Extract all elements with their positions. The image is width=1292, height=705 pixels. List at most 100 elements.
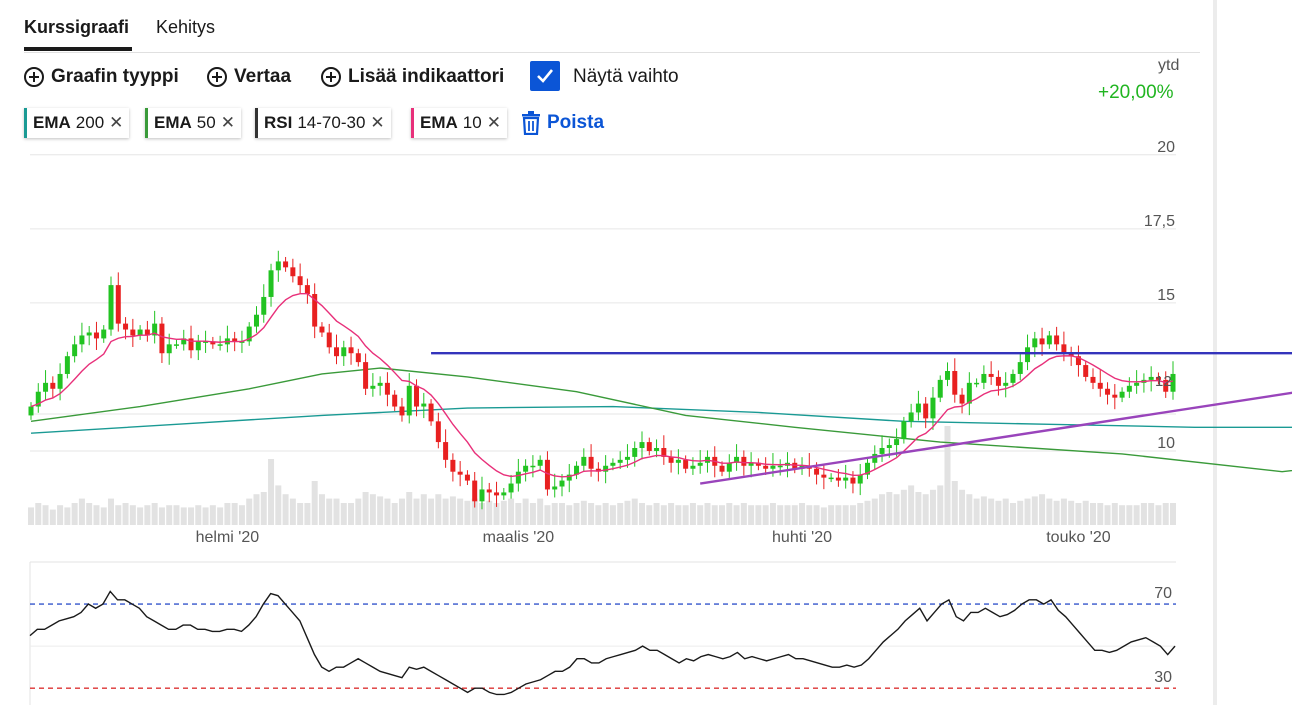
volume-bar [231, 503, 238, 525]
candle-body [261, 296, 267, 315]
candle-body [690, 465, 696, 469]
performance-period: ytd [1158, 57, 1180, 74]
tab-kurssigraafi[interactable]: Kurssigraafi [24, 17, 130, 37]
volume-bar [784, 505, 791, 525]
candle-body [959, 394, 965, 404]
volume-bar [988, 498, 995, 525]
indicator-chip-ema200[interactable]: EMA 200 ✕ [24, 108, 130, 138]
volume-bar [289, 498, 296, 525]
volume-bar [333, 498, 340, 525]
indicator-chip-ema50[interactable]: EMA 50 ✕ [145, 108, 241, 138]
indicator-name: EMA [154, 113, 192, 132]
compare-button[interactable]: Vertaa [207, 66, 291, 88]
volume-bar [1148, 503, 1155, 525]
candle-body [232, 338, 238, 342]
candle-body [835, 477, 841, 481]
candle-body [1163, 379, 1169, 392]
volume-bar [1009, 503, 1016, 525]
candle-body [72, 344, 78, 357]
candle-body [624, 456, 630, 460]
volume-bar [1031, 496, 1038, 525]
candle-body [821, 474, 827, 478]
last-price-label: 12 [1155, 373, 1172, 390]
volume-bar [64, 507, 71, 525]
candle-body [152, 323, 158, 336]
indicator-chip-ema10[interactable]: EMA 10 ✕ [411, 108, 507, 138]
volume-bar [78, 498, 85, 525]
candle-body [86, 332, 92, 336]
indicator-param: 200 [75, 113, 105, 132]
x-tick-label: helmi '20 [196, 529, 260, 546]
candle-body [748, 462, 754, 466]
candle-body [399, 406, 405, 416]
volume-bar [980, 496, 987, 525]
rsi-tick-label: 30 [1154, 669, 1172, 686]
candle-body [421, 403, 427, 407]
candle-body [1097, 382, 1103, 389]
candle-body [1061, 344, 1067, 354]
candle-body [1119, 391, 1125, 398]
close-icon[interactable]: ✕ [370, 113, 385, 132]
candle-body [523, 465, 529, 472]
rsi-line [29, 590, 1176, 696]
candle-body [312, 294, 318, 327]
volume-bar [726, 503, 733, 525]
candle-body [566, 474, 572, 481]
chart-type-button[interactable]: Graafin tyyppi [24, 66, 179, 88]
candle-body [334, 347, 340, 357]
candle-body [479, 489, 485, 502]
volume-bar [551, 503, 558, 525]
volume-bar [238, 505, 245, 525]
candle-body [283, 261, 289, 268]
volume-bar [711, 505, 718, 525]
ema50-line [30, 367, 1292, 473]
candle-body [159, 323, 165, 354]
candle-body [173, 344, 179, 346]
volume-bar [28, 507, 34, 525]
volume-bar [318, 494, 325, 525]
close-icon[interactable]: ✕ [486, 113, 501, 132]
candle-body [501, 492, 507, 496]
candle-body [35, 391, 41, 407]
candle-body [683, 459, 689, 469]
volume-bar [1039, 494, 1046, 525]
delete-indicators-button[interactable]: Poista [521, 111, 604, 135]
indicator-chip-rsi[interactable]: RSI 14-70-30 ✕ [255, 108, 391, 138]
candle-body [64, 356, 70, 374]
volume-bar [653, 503, 660, 525]
volume-bar [733, 505, 740, 525]
volume-bar [1068, 500, 1075, 525]
volume-bar [769, 503, 776, 525]
volume-bar [1082, 500, 1089, 525]
candle-body [123, 323, 129, 330]
candle-body [1112, 394, 1118, 398]
volume-bar [871, 498, 878, 525]
volume-bar [435, 494, 442, 525]
add-indicator-button[interactable]: Lisää indikaattori [321, 66, 504, 88]
volume-bar [849, 505, 856, 525]
candle-body [879, 448, 885, 454]
candle-body [639, 442, 645, 448]
volume-bar [268, 459, 275, 525]
candle-body [930, 397, 936, 419]
candle-body [93, 332, 99, 339]
volume-bar [384, 498, 391, 525]
volume-bar [311, 481, 318, 525]
candle-body [544, 459, 550, 490]
volume-bar [137, 507, 144, 525]
plus-circle-icon [24, 67, 44, 87]
indicator-param: 10 [462, 113, 482, 132]
volume-bar [689, 503, 696, 525]
candle-body [864, 462, 870, 475]
volume-bar [893, 494, 900, 525]
candle-body [297, 276, 303, 286]
tab-kehitys[interactable]: Kehitys [156, 17, 216, 37]
close-icon[interactable]: ✕ [220, 113, 235, 132]
candle-body [414, 385, 420, 407]
volume-bar [297, 503, 304, 525]
show-volume-checkbox[interactable] [530, 61, 560, 91]
volume-bar [813, 505, 820, 525]
close-icon[interactable]: ✕ [109, 113, 124, 132]
x-tick-label: touko '20 [1046, 529, 1111, 546]
